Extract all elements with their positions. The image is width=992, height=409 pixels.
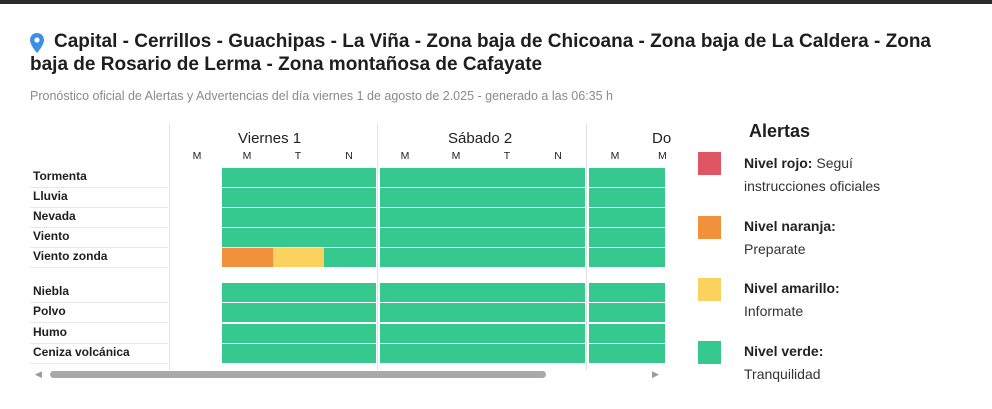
alert-cell[interactable] [589, 228, 665, 247]
legend-desc: Informate [744, 303, 804, 319]
legend-swatch-green [698, 341, 721, 364]
alert-cell[interactable] [222, 344, 376, 363]
row-separator [30, 363, 168, 364]
alert-cell[interactable] [324, 248, 376, 267]
row-label: Lluvia [33, 189, 68, 203]
top-bar [0, 0, 992, 4]
region-header: Capital - Cerrillos - Guachipas - La Viñ… [30, 30, 985, 76]
row-separator [30, 247, 168, 248]
legend-swatch-yellow [698, 278, 721, 301]
grid-divider [377, 124, 378, 370]
row-label: Viento zonda [33, 249, 108, 263]
legend-name: Nivel rojo: [744, 155, 813, 171]
alert-cell[interactable] [380, 208, 585, 227]
page-title: Capital - Cerrillos - Guachipas - La Viñ… [30, 30, 985, 76]
day-header-viernes: Viernes 1 [238, 130, 302, 147]
slot-label: T [294, 150, 302, 162]
legend-name: Nivel verde: [744, 343, 824, 359]
alert-cell[interactable] [380, 228, 585, 247]
alert-cell[interactable] [222, 228, 376, 247]
legend-swatch-red [698, 152, 721, 175]
slot-label: N [345, 150, 353, 162]
alert-cell[interactable] [380, 303, 585, 322]
alerts-grid[interactable]: Viernes 1 Sábado 2 Do M M T N M M T N M … [30, 124, 672, 370]
scroll-left-icon[interactable]: ◀ [35, 369, 42, 379]
slot-label: N [554, 150, 562, 162]
alert-cell[interactable] [380, 248, 585, 267]
title-line-1: Capital - Cerrillos - Guachipas - La Viñ… [54, 31, 931, 52]
row-label: Ceniza volcánica [33, 345, 130, 359]
alert-cell[interactable] [222, 208, 376, 227]
slot-label: M [610, 150, 620, 162]
legend-swatch-orange [698, 216, 721, 239]
row-label: Tormenta [33, 169, 87, 183]
legend-desc: Preparate [744, 241, 806, 257]
row-label: Polvo [33, 304, 66, 318]
row-separator [30, 343, 168, 344]
alert-cell[interactable] [380, 324, 585, 343]
alert-cell[interactable] [222, 324, 376, 343]
alert-cell[interactable] [380, 283, 585, 302]
alert-cell[interactable] [222, 283, 376, 302]
scroll-right-icon[interactable]: ▶ [652, 369, 659, 379]
row-separator [30, 267, 168, 268]
slot-label: M [400, 150, 410, 162]
alert-cell[interactable] [380, 168, 585, 187]
forecast-subtitle: Pronóstico oficial de Alertas y Adverten… [30, 89, 614, 103]
alert-cell[interactable] [589, 188, 665, 207]
day-header-domingo: Do [652, 130, 672, 147]
title-line-2: baja de Rosario de Lerma - Zona montaños… [30, 54, 543, 75]
alert-cell[interactable] [589, 208, 665, 227]
row-separator [30, 187, 168, 188]
slot-label: M [192, 150, 202, 162]
row-separator [30, 302, 168, 303]
alert-cell[interactable] [589, 344, 665, 363]
scrollbar-thumb[interactable] [50, 371, 546, 378]
alert-cell[interactable] [589, 324, 665, 343]
legend-name: Nivel naranja: [744, 218, 836, 234]
alert-cell[interactable] [380, 188, 585, 207]
alert-cell[interactable] [222, 303, 376, 322]
slot-label: M [242, 150, 252, 162]
legend-item-red: Nivel rojo: Seguí [744, 155, 853, 171]
horizontal-scrollbar[interactable]: ◀ ▶ [30, 366, 664, 382]
alert-cell[interactable] [589, 168, 665, 187]
row-separator [30, 322, 168, 323]
slot-label: M [658, 150, 666, 162]
alert-cell[interactable] [222, 168, 376, 187]
legend-title: Alertas [749, 121, 811, 141]
row-separator [30, 227, 168, 228]
day-header-sabado: Sábado 2 [448, 130, 513, 147]
slot-label: T [503, 150, 511, 162]
legend-name: Nivel amarillo: [744, 280, 840, 296]
alert-cell[interactable] [589, 283, 665, 302]
row-separator [30, 207, 168, 208]
alert-cell[interactable] [589, 248, 665, 267]
row-label: Viento [33, 229, 70, 243]
row-label: Niebla [33, 284, 70, 298]
location-pin-icon [30, 33, 44, 53]
row-label: Humo [33, 325, 67, 339]
grid-divider [586, 124, 587, 370]
legend-desc: Seguí [812, 155, 853, 171]
legend-desc: Tranquilidad [744, 366, 821, 382]
slot-label: M [451, 150, 461, 162]
alert-cell[interactable] [380, 344, 585, 363]
alert-cell[interactable] [222, 188, 376, 207]
grid-divider [169, 124, 170, 370]
alert-cell[interactable] [273, 248, 324, 267]
alert-cell[interactable] [222, 248, 273, 267]
legend-desc: instrucciones oficiales [744, 178, 881, 194]
alert-cell[interactable] [589, 303, 665, 322]
row-label: Nevada [33, 209, 76, 223]
